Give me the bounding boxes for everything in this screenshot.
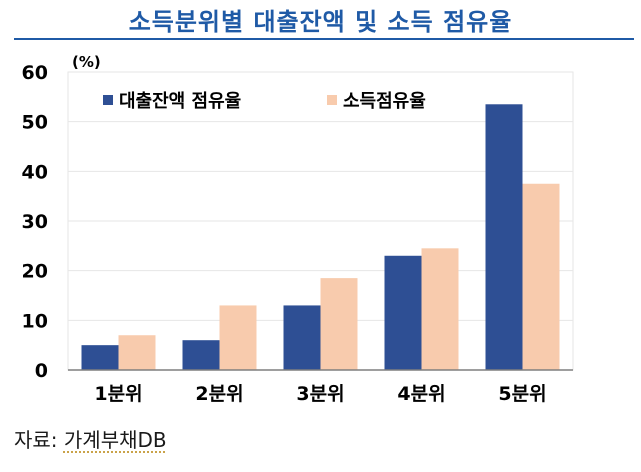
source-note: 자료: 가계부채DB: [14, 424, 167, 453]
bar-chart: 0 10 20 30 40 50 60 (%) 1분위 2분위 3분위 4분위 5분위 대출잔액 점유율 소…: [22, 53, 574, 405]
bar-income-share: [421, 248, 459, 370]
y-tick-label: 30: [22, 211, 48, 233]
y-tick-label: 40: [22, 161, 48, 183]
chart-title: 소득분위별 대출잔액 및 소득 점유율: [128, 8, 513, 36]
y-tick-label: 20: [22, 261, 48, 283]
legend-label-loan: 대출잔액 점유율: [119, 91, 241, 112]
x-tick-label: 5분위: [498, 383, 546, 405]
bar-loan-share: [283, 305, 321, 370]
bar-loan-share: [81, 345, 119, 370]
bar-loan-share: [384, 255, 422, 370]
y-tick-label: 50: [22, 112, 48, 134]
x-tick-label: 3분위: [296, 383, 344, 405]
bar-income-share: [118, 335, 156, 370]
y-axis-unit: (%): [72, 53, 101, 71]
y-tick-label: 60: [22, 62, 48, 84]
bar-loan-share: [182, 340, 220, 370]
x-tick-label: 2분위: [195, 383, 243, 405]
bar-income-share: [320, 278, 358, 370]
y-tick-label: 0: [35, 360, 48, 382]
x-tick-label: 4분위: [397, 383, 445, 405]
legend-swatch-loan: [103, 95, 113, 105]
bar-income-share: [219, 305, 257, 370]
y-tick-label: 10: [22, 310, 48, 332]
bar-loan-share: [485, 104, 523, 371]
x-tick-label: 1분위: [94, 383, 142, 405]
legend-label-income: 소득점유율: [343, 91, 426, 112]
bar-income-share: [522, 183, 560, 370]
title-underline: [14, 38, 634, 40]
source-text: 가계부채DB: [63, 428, 167, 452]
legend-swatch-income: [327, 95, 337, 105]
source-label: 자료:: [14, 428, 58, 452]
